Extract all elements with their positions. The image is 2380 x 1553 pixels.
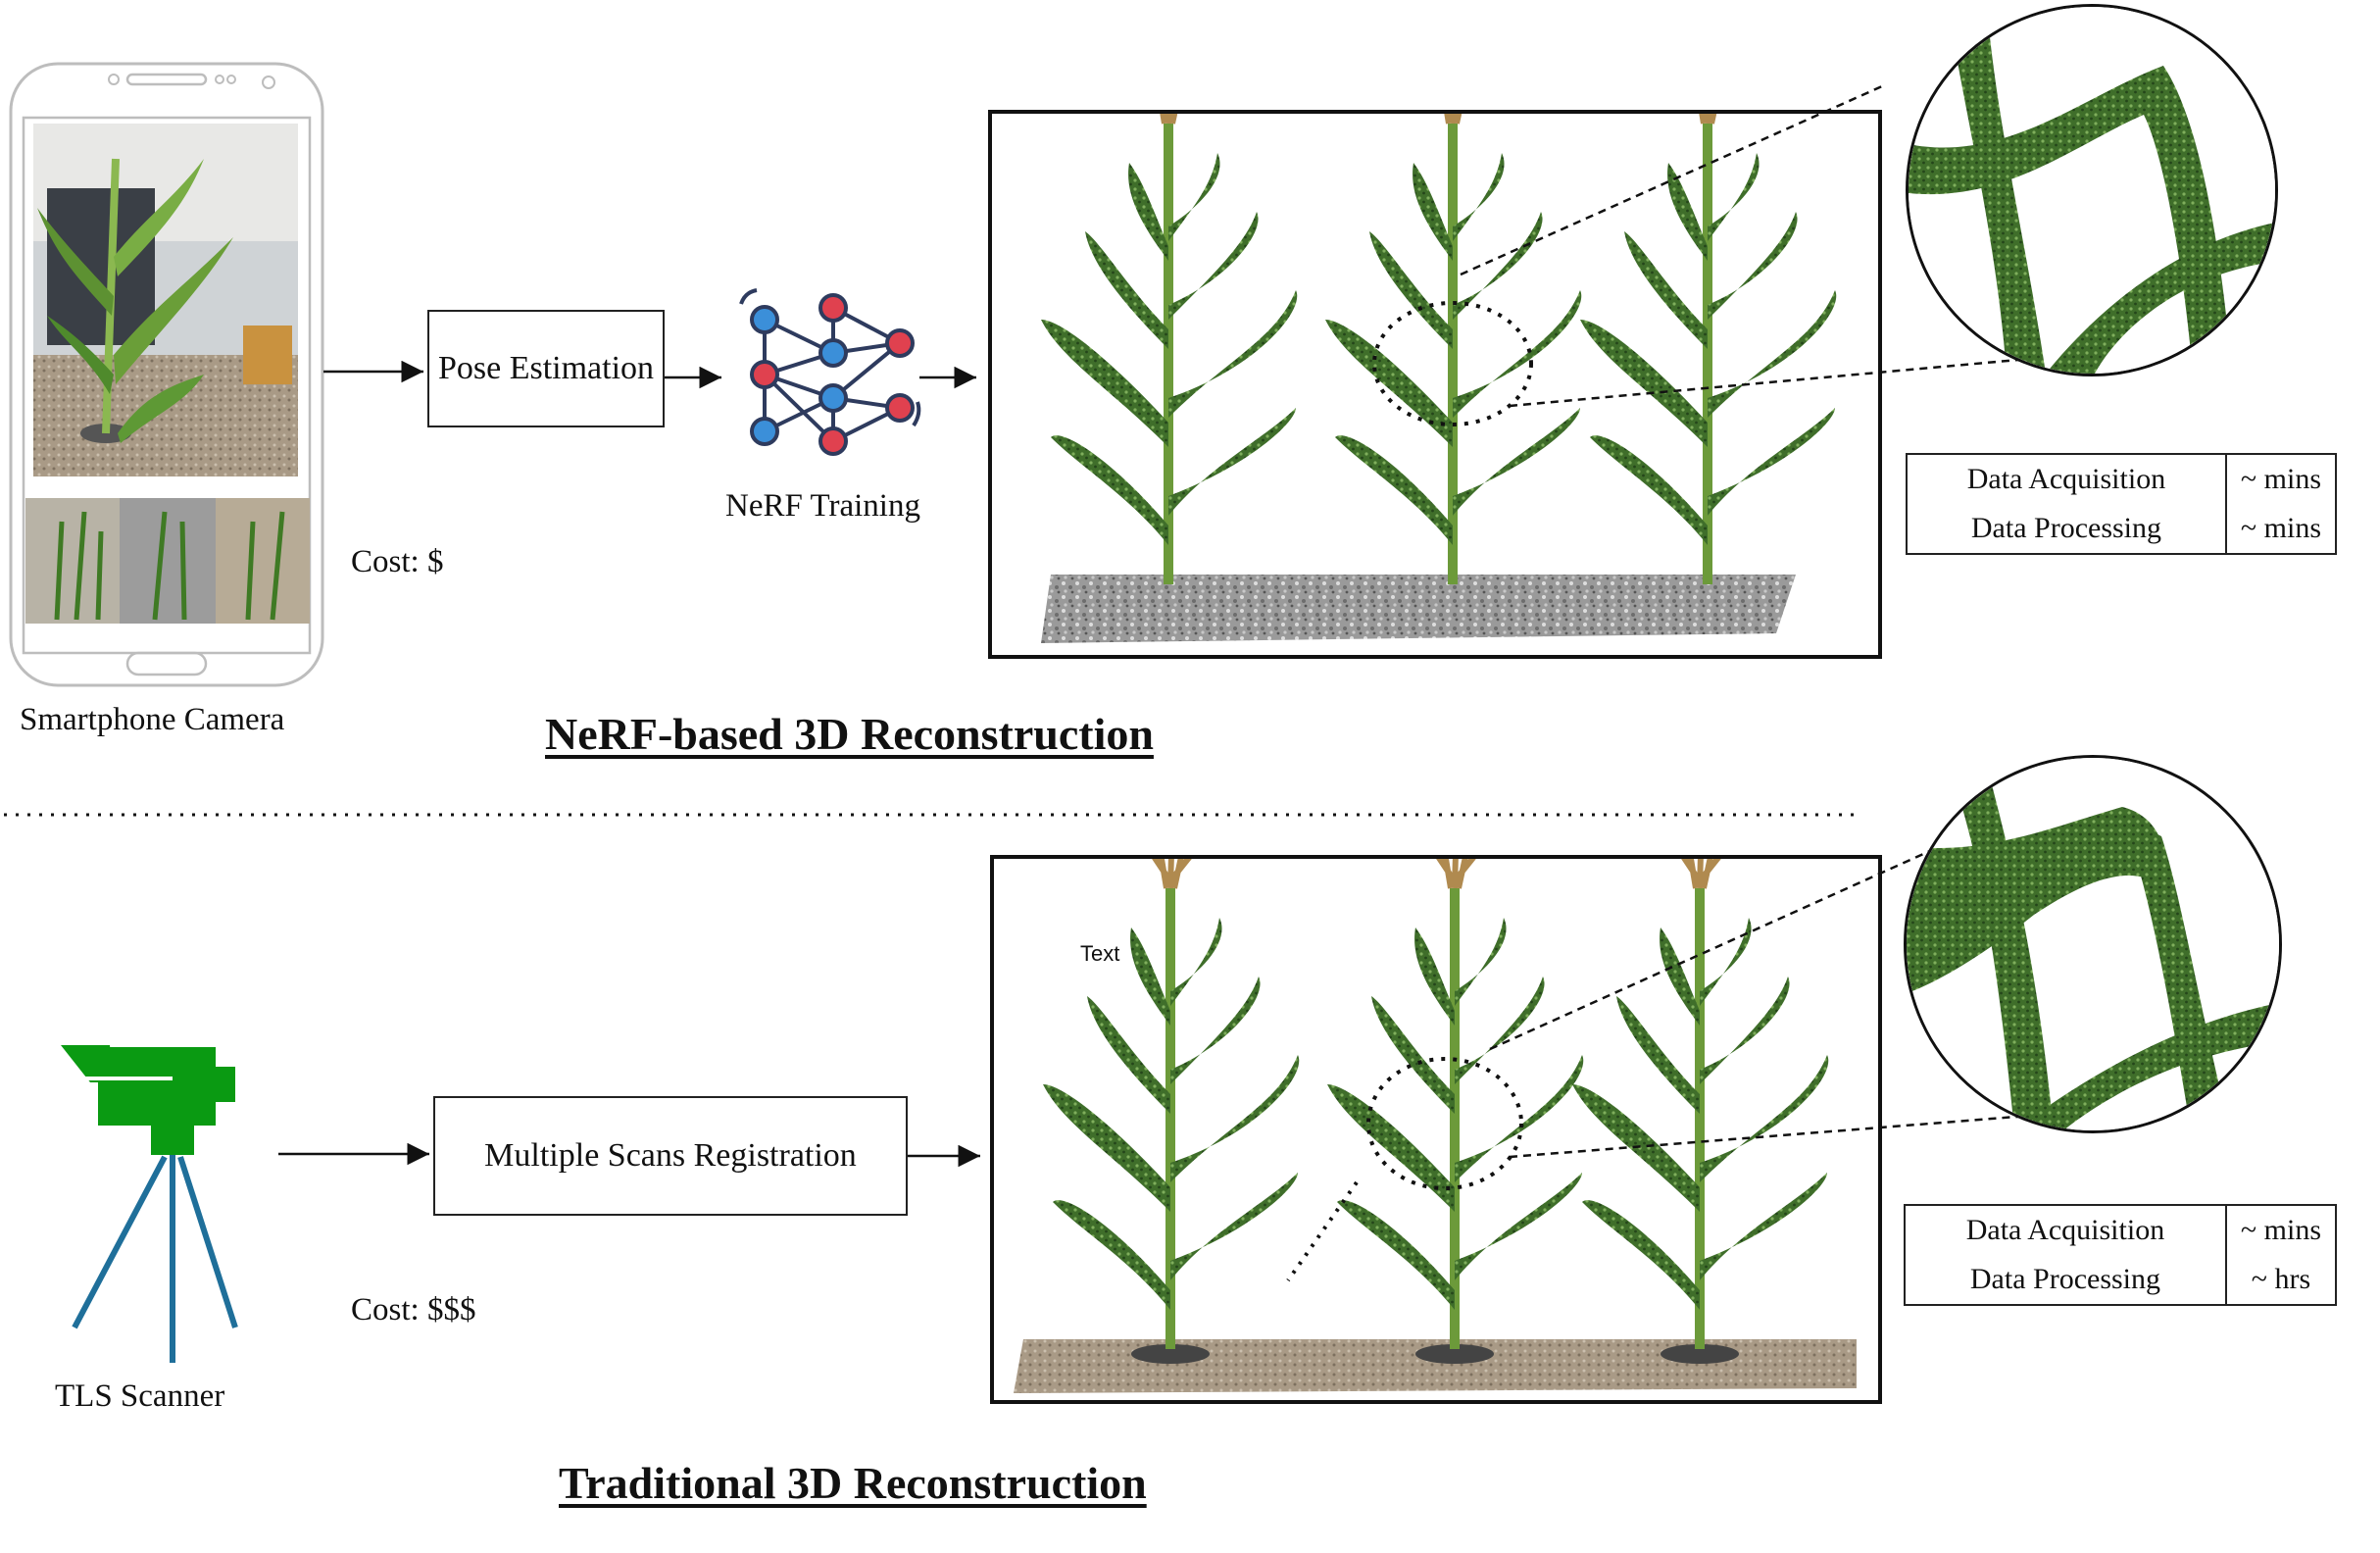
top-zoom-circle [1906,4,2278,376]
pose-estimation-box: Pose Estimation [427,310,665,427]
metric-value: ~ hrs [2251,1263,2311,1295]
table-row: Data Acquisition ~ mins [1905,1205,2336,1255]
top-zoom-connector [1460,84,2030,408]
metric-name: Data Acquisition [1907,454,2227,504]
top-metrics-table: Data Acquisition ~ mins Data Processing … [1906,453,2337,555]
metric-name: Data Acquisition [1905,1205,2227,1255]
section-divider [4,813,1859,817]
metric-value: ~ mins [2240,463,2321,495]
arrow-phone-to-pose [323,360,423,383]
nerf-training-label: NeRF Training [725,488,920,524]
metric-name: Data Processing [1905,1255,2227,1305]
arrow-scanner-to-registration [278,1142,429,1166]
neural-network-icon [731,284,927,471]
arrow-registration-to-panel [908,1144,980,1168]
top-cost-label: Cost: $ [351,544,444,579]
metric-value: ~ mins [2240,1214,2321,1246]
bottom-section-title: Traditional 3D Reconstruction [559,1458,1147,1508]
bottom-metrics-table: Data Acquisition ~ mins Data Processing … [1904,1204,2337,1306]
metric-name: Data Processing [1907,504,2227,554]
tls-scanner-label: TLS Scanner [55,1378,225,1414]
traditional-reconstruction-panel: Text [990,855,1882,1404]
smartphone-label: Smartphone Camera [20,702,285,737]
table-row: Data Processing ~ hrs [1905,1255,2336,1305]
nerf-reconstruction-panel [988,110,1882,659]
smartphone [8,61,325,688]
registration-box: Multiple Scans Registration [433,1096,908,1216]
metric-value: ~ mins [2240,512,2321,544]
arrow-nerf-to-panel [919,366,976,389]
annotation-text: Text [1080,941,1120,966]
bottom-zoom-circle [1904,755,2282,1133]
table-row: Data Acquisition ~ mins [1907,454,2336,504]
bottom-zoom-connector [1489,835,2030,1159]
arrow-pose-to-nerf [665,366,721,389]
tls-scanner-icon [55,1039,247,1369]
bottom-cost-label: Cost: $$$ [351,1292,476,1328]
table-row: Data Processing ~ mins [1907,504,2336,554]
top-section-title: NeRF-based 3D Reconstruction [545,709,1154,759]
